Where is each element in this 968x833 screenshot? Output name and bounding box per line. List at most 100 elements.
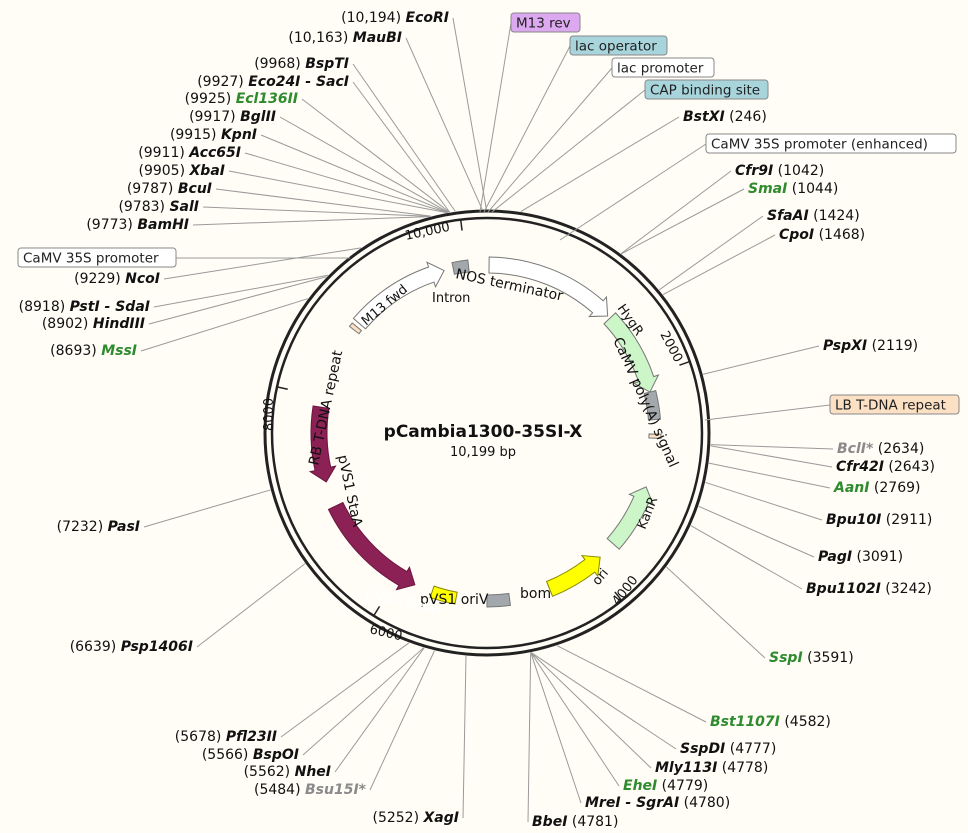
feature-pvs1-repa <box>327 501 416 591</box>
enzyme-pos: (9927) <box>197 74 248 90</box>
enzyme-pagi: PagI (3091) <box>818 549 903 565</box>
enzyme-cpoi: CpoI (1468) <box>779 227 865 243</box>
leader-ehei <box>530 652 620 787</box>
feature-kanr <box>606 486 655 550</box>
enzyme-pos: (1424) <box>809 208 860 224</box>
enzyme-name: BspOI <box>253 747 299 763</box>
enzyme-bspoi: (5566) BspOI <box>202 747 299 763</box>
enzyme-bglii: (9917) BglII <box>189 109 276 125</box>
enzyme-pos: (9787) <box>127 181 178 197</box>
enzyme-pos: (4779) <box>657 778 708 794</box>
enzyme-cfr9i: Cfr9I (1042) <box>735 163 824 179</box>
label-cap-binding-site: CAP binding site <box>650 83 760 99</box>
leader-bspoi <box>302 647 424 756</box>
plasmid-name: pCambia1300-35SI-X <box>384 422 583 442</box>
box-lac-promoter <box>611 57 715 78</box>
feature-lb-t-dna-repeat <box>648 433 662 439</box>
enzyme-bpu1102i: Bpu1102I (3242) <box>806 581 932 597</box>
enzyme-pos: (1042) <box>773 163 824 179</box>
enzyme-name: MssI <box>101 343 137 359</box>
enzyme-name: BamHI <box>137 217 189 233</box>
leader-sspi <box>666 566 766 659</box>
enzyme-name: XagI <box>423 810 459 826</box>
enzyme-pos: (2911) <box>881 512 932 528</box>
leader-bcli <box>710 444 834 450</box>
leader-bpu1102i <box>690 525 803 590</box>
enzyme-pspxi: PspXI (2119) <box>823 338 918 354</box>
leader-psp1406i <box>196 563 306 648</box>
leader-bbei <box>527 652 532 823</box>
enzyme-name: BcuI <box>178 181 212 197</box>
enzyme-kpni: (9915) KpnI <box>170 127 257 143</box>
enzyme-ecl136ii: (9925) Ecl136II <box>185 91 298 107</box>
leader-sfaai <box>658 215 764 291</box>
enzyme-name: Bpu10I <box>826 512 881 528</box>
leader-sali <box>202 206 431 217</box>
leader-bglii <box>279 116 449 213</box>
enzyme-bpu10i: Bpu10I (2911) <box>826 512 932 528</box>
enzyme-mly113i: Mly113I (4778) <box>655 760 768 776</box>
box-lac-operator <box>569 35 668 56</box>
enzyme-pos: (8693) <box>50 343 101 359</box>
enzyme-name: XbaI <box>189 163 225 179</box>
enzyme-pos: (2119) <box>867 338 918 354</box>
leader-maubi <box>405 37 483 210</box>
enzyme-pos: (5562) <box>244 764 295 780</box>
enzyme-pos: (4777) <box>725 741 776 757</box>
enzyme-pos: (246) <box>725 109 767 125</box>
enzyme-pos: (2769) <box>869 480 920 496</box>
enzyme-pos: (8918) <box>19 299 70 315</box>
enzyme-name: PasI <box>108 519 140 535</box>
label-lac-operator: lac operator <box>575 39 657 55</box>
leader-pspxi <box>703 345 820 375</box>
enzyme-pos: (3091) <box>852 549 903 565</box>
label-camv-35s-promoter-enhanced: CaMV 35S promoter (enhanced) <box>711 137 928 153</box>
tick-mark-10000 <box>459 219 463 231</box>
enzyme-cfr42i: Cfr42I (2643) <box>836 459 935 475</box>
leader-sspdi <box>530 652 677 750</box>
tick-label-2000: 2000 <box>656 329 685 365</box>
enzyme-pos: (9905) <box>139 163 190 179</box>
label-pvs1-oriv: pVS1 oriV <box>420 592 489 608</box>
leader-nhei <box>334 647 425 773</box>
tick-label-8000: 8000 <box>262 398 277 431</box>
leader-mrei-sgrai <box>530 652 582 804</box>
enzyme-name: BspTI <box>305 56 349 72</box>
enzyme-name: BstXI <box>683 109 725 125</box>
enzyme-bstxi: BstXI (246) <box>683 109 767 125</box>
plasmid-length: 10,199 bp <box>450 445 516 460</box>
enzyme-psp1406i: (6639) Psp1406I <box>70 639 193 655</box>
enzyme-sspdi: SspDI (4777) <box>680 741 776 757</box>
enzyme-name: Cfr42I <box>836 459 884 475</box>
leader-xbai <box>228 170 447 214</box>
box-lb-t-dna-repeat <box>829 394 960 415</box>
enzyme-name: PstI - SdaI <box>70 299 150 315</box>
enzyme-name: SspI <box>769 650 803 666</box>
enzyme-pos: (9773) <box>86 217 137 233</box>
leader-bpu10i <box>705 481 823 521</box>
backbone-outer <box>263 209 711 657</box>
leader-eco24i-saci <box>352 81 451 213</box>
enzyme-pos: (9915) <box>170 127 221 143</box>
enzyme-sspi: SspI (3591) <box>769 650 854 666</box>
leader-aani <box>708 462 831 489</box>
leader-cpoi <box>662 234 776 295</box>
enzyme-pos: (8902) <box>42 316 93 332</box>
leader-lb-t-dna-repeat <box>704 404 831 421</box>
enzyme-eco24i-saci: (9927) Eco24I - SacI <box>197 74 349 90</box>
enzyme-pos: (2643) <box>884 459 935 475</box>
label-bom: bom <box>520 586 551 602</box>
enzyme-pos: (9911) <box>138 145 189 161</box>
enzyme-sali: (9783) SalI <box>118 199 199 215</box>
enzyme-name: AanI <box>833 480 869 496</box>
label-intron: Intron <box>432 291 470 306</box>
backbone-inner <box>270 216 704 650</box>
leader-lines <box>140 17 834 823</box>
enzyme-aani: AanI (2769) <box>833 480 920 496</box>
enzyme-name: EcoRI <box>406 10 449 26</box>
enzyme-name: HindIII <box>93 316 145 332</box>
enzyme-pos: (9917) <box>189 109 240 125</box>
box-camv-35s-promoter <box>17 247 177 268</box>
feature-bom <box>486 592 512 608</box>
